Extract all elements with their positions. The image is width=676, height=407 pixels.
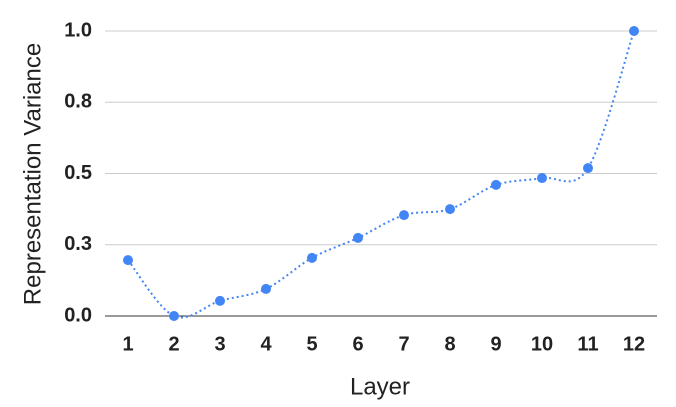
point — [537, 173, 547, 184]
x-tick-label: 2 — [168, 333, 179, 355]
x-tick-label: 3 — [214, 333, 225, 355]
point — [169, 311, 179, 321]
line — [127, 30, 635, 319]
point — [261, 283, 271, 294]
y-tick-label: 0.5 — [64, 162, 92, 184]
point — [491, 179, 501, 190]
point — [215, 295, 225, 306]
point — [353, 232, 363, 243]
point — [399, 210, 409, 221]
x-tick-label: 7 — [398, 333, 409, 355]
point — [307, 252, 317, 263]
x-tick-label: 5 — [306, 333, 317, 355]
x-axis-title: Layer — [350, 373, 410, 400]
point — [445, 204, 455, 215]
x-tick-label: 6 — [352, 333, 363, 355]
y-tick-label: 0.8 — [64, 91, 92, 113]
point — [629, 26, 639, 36]
x-tick-label: 9 — [490, 333, 501, 355]
x-tick-label: 12 — [623, 333, 645, 355]
y-axis-title: Representation Variance — [19, 43, 46, 305]
x-tick-label: 10 — [531, 333, 553, 355]
x-tick-label: 1 — [122, 333, 133, 355]
y-tick-label: 0.3 — [64, 233, 92, 255]
x-tick-label: 4 — [260, 333, 272, 355]
point — [123, 255, 133, 266]
x-tick-label: 11 — [577, 333, 598, 355]
y-tick-label: 0.0 — [64, 304, 92, 326]
x-tick-label: 8 — [444, 333, 455, 355]
y-tick-label: 1.0 — [64, 19, 92, 41]
point — [583, 163, 593, 174]
